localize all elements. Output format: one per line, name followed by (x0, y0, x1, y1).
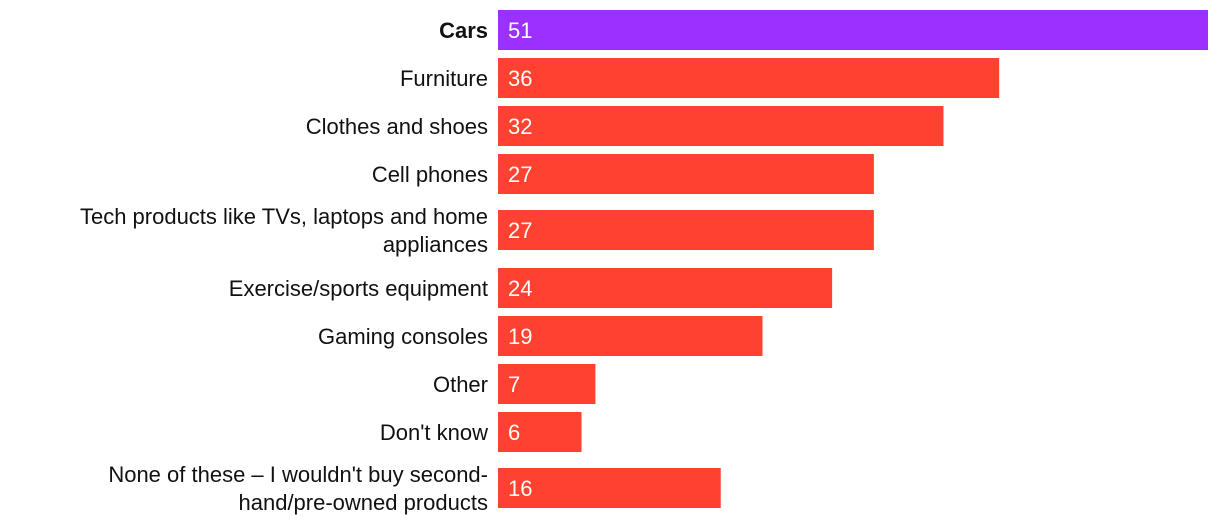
value-label-other: 7 (508, 372, 520, 397)
bar-other (498, 364, 596, 404)
bar-tech-products-like-tvs-laptops-and-home-appliances (498, 210, 874, 250)
bar-don-t-know (498, 412, 582, 452)
bar-cell-phones (498, 154, 874, 194)
category-label-cars: Cars (439, 18, 488, 43)
category-label-exercise-sports-equipment: Exercise/sports equipment (229, 276, 488, 301)
category-label-cell-phones: Cell phones (372, 162, 488, 187)
category-label-furniture: Furniture (400, 66, 488, 91)
category-label-clothes-and-shoes: Clothes and shoes (306, 114, 488, 139)
category-label-don-t-know: Don't know (380, 420, 488, 445)
value-label-don-t-know: 6 (508, 420, 520, 445)
category-label-none-of-these-i-wouldn-t-buy-second-hand-pre-owned-products: None of these – I wouldn't buy second-ha… (108, 462, 488, 515)
bar-gaming-consoles (498, 316, 763, 356)
value-label-gaming-consoles: 19 (508, 324, 532, 349)
bar-furniture (498, 58, 1000, 98)
bar-cars (498, 10, 1208, 50)
value-label-cars: 51 (508, 18, 532, 43)
value-label-none-of-these-i-wouldn-t-buy-second-hand-pre-owned-products: 16 (508, 476, 532, 501)
value-label-clothes-and-shoes: 32 (508, 114, 532, 139)
bar-clothes-and-shoes (498, 106, 944, 146)
value-label-exercise-sports-equipment: 24 (508, 276, 532, 301)
bar-none-of-these-i-wouldn-t-buy-second-hand-pre-owned-products (498, 468, 721, 508)
value-label-cell-phones: 27 (508, 162, 532, 187)
category-label-other: Other (433, 372, 488, 397)
category-label-tech-products-like-tvs-laptops-and-home-appliances: Tech products like TVs, laptops and home… (80, 204, 488, 257)
bar-exercise-sports-equipment (498, 268, 833, 308)
value-label-furniture: 36 (508, 66, 532, 91)
category-label-gaming-consoles: Gaming consoles (318, 324, 488, 349)
value-label-tech-products-like-tvs-laptops-and-home-appliances: 27 (508, 218, 532, 243)
